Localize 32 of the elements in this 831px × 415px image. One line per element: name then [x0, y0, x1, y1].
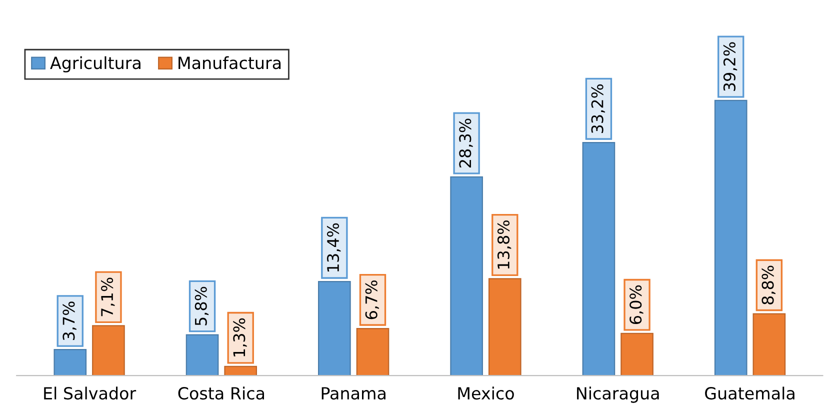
bar [92, 325, 125, 376]
bar [620, 332, 654, 376]
data-label: 7,1% [101, 278, 115, 316]
x-tick-label: Nicaragua [577, 386, 659, 403]
data-label: 13,4% [326, 223, 341, 272]
x-tick-label: Guatemala [705, 386, 794, 400]
data-label: 28,3% [459, 118, 473, 168]
data-label: 33,2% [591, 84, 605, 134]
x-tick-label: Panama [322, 387, 386, 400]
data-label: 6,7% [365, 280, 380, 320]
x-tick-label: Mexico [458, 386, 514, 400]
data-label: 13,8% [497, 220, 512, 269]
bar [318, 280, 351, 376]
x-tick-label: El Salvador [44, 386, 136, 400]
data-label: 3,7% [62, 302, 76, 340]
data-label: 39,2% [723, 42, 738, 91]
x-tick-label: Costa Rica [178, 386, 264, 400]
bar [186, 334, 219, 376]
data-label: 8,8% [762, 266, 776, 304]
data-label: 5,8% [194, 286, 209, 326]
bar [224, 366, 258, 376]
bar [714, 100, 748, 376]
bar [582, 142, 616, 376]
bar [752, 313, 786, 376]
legend-label: Manufactura [178, 56, 281, 70]
legend-label: Agricultura [50, 56, 140, 72]
bar [450, 176, 483, 376]
data-label: 6,0% [630, 285, 644, 324]
bar [488, 278, 522, 376]
bar [356, 328, 390, 376]
data-label: 1,3% [233, 318, 247, 356]
bar [54, 349, 87, 376]
